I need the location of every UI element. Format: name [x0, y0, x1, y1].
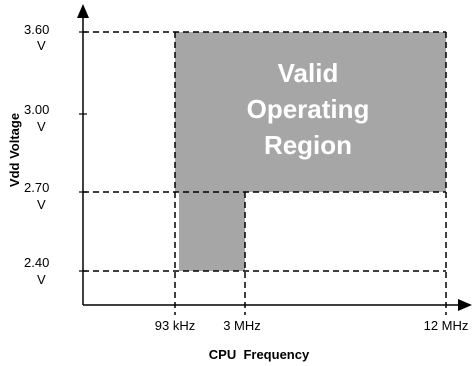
x-axis-arrow-icon [458, 299, 472, 311]
y-tick-label-2v70: 2.70 [24, 180, 49, 195]
valid-operating-region-lower [179, 192, 245, 271]
valid-operating-region-upper [175, 32, 446, 192]
axes [82, 16, 460, 306]
x-axis-title: CPU Frequency [209, 347, 310, 362]
region-label-line-2: Operating [247, 94, 370, 124]
x-tick-label-12mhz: 12 MHz [424, 318, 469, 333]
x-tick-label-93khz: 93 kHz [155, 318, 195, 333]
region-label-line-3: Region [264, 130, 352, 160]
region-label-line-1: Valid [278, 58, 339, 88]
y-tick-unit-2v70: V [37, 197, 46, 212]
y-tick-label-3v00: 3.00 [24, 102, 49, 117]
y-tick-label-3v60: 3.60 [24, 22, 49, 37]
y-tick-unit-3v60: V [37, 38, 46, 53]
guide-lines [83, 31, 447, 315]
y-tick-unit-2v40: V [37, 272, 46, 287]
x-tick-label-3mhz: 3 MHz [223, 318, 261, 333]
y-tick-unit-3v00: V [37, 119, 46, 134]
y-axis-arrow-icon [77, 4, 89, 18]
y-tick-label-2v40: 2.40 [24, 255, 49, 270]
y-axis-title: Vdd Voltage [7, 113, 22, 187]
